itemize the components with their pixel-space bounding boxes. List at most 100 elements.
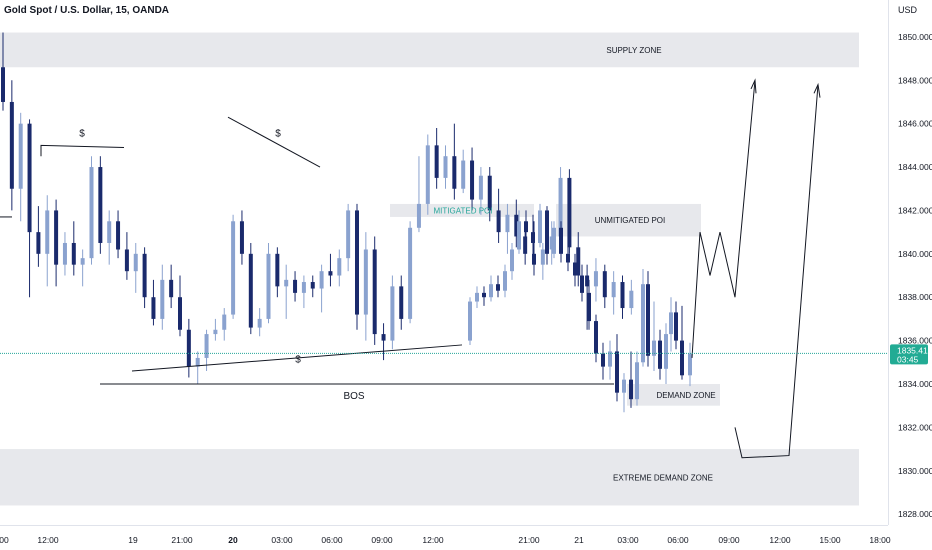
candle-body [664, 334, 668, 369]
candle-body [593, 271, 598, 287]
projection-arrow-1 [691, 80, 756, 358]
x-tick-label: 21 [574, 535, 584, 545]
candle-body [204, 334, 209, 358]
candle-body [36, 232, 41, 254]
candle-body [567, 177, 572, 248]
candle-body [531, 232, 535, 243]
zone-label: UNMITIGATED POI [595, 216, 666, 225]
candle-body [434, 145, 439, 178]
candle-body [545, 210, 549, 254]
candle-body [482, 292, 486, 298]
candle-body [9, 101, 14, 189]
y-tick-label: 1828.000 [898, 509, 932, 519]
candle-body [222, 314, 227, 330]
x-tick-label: 00 [0, 535, 9, 545]
candle-body [680, 340, 684, 376]
x-tick-label: 15:00 [819, 535, 841, 545]
candle-body [552, 227, 556, 254]
candle-body [151, 297, 156, 319]
candle-body [266, 253, 271, 319]
candle-body [372, 249, 377, 335]
time-axis[interactable]: 00 12:00 19 21:00 20 03:00 06:00 09:00 12:00 21:0… [0, 535, 891, 545]
candle-body [496, 284, 500, 291]
y-tick-label: 1836.000 [898, 336, 932, 346]
candle-body [195, 357, 200, 367]
candle-body [98, 167, 103, 243]
candle-body [622, 379, 626, 393]
candle-body [186, 329, 191, 367]
x-tick-label: 21:00 [518, 535, 540, 545]
candle-body [416, 203, 421, 228]
annotation-label: $ [275, 129, 281, 140]
candle-body [45, 210, 50, 254]
candle-body [443, 156, 448, 178]
x-tick-label: 03:00 [271, 535, 293, 545]
currency-label: USD [898, 5, 918, 15]
price-badge-box [890, 344, 928, 365]
candle-body [319, 271, 324, 289]
candle-body [517, 221, 521, 250]
arrow-head-2 [813, 82, 821, 98]
last-price-text: 1835.410 [897, 345, 932, 355]
candle-body [470, 160, 475, 200]
candle-body [652, 340, 656, 356]
candle-body [275, 253, 280, 287]
candle-body [573, 262, 577, 276]
candle-body [514, 214, 519, 237]
y-tick-label: 1842.000 [898, 205, 932, 215]
annotation-label: $ [79, 129, 85, 140]
candle-body [629, 379, 633, 400]
candle-body [142, 253, 147, 298]
candle-body [54, 210, 59, 265]
candle-body [669, 312, 673, 335]
candle-body [503, 271, 507, 291]
candle-body [487, 175, 492, 211]
candle-body [408, 227, 413, 319]
candle-body [615, 351, 619, 393]
candle-body [532, 253, 536, 265]
candle-body [231, 221, 236, 315]
x-tick-label: 21:00 [171, 535, 193, 545]
candle-body [107, 221, 112, 243]
candle-body [566, 253, 570, 263]
x-tick-label: 12:00 [769, 535, 791, 545]
x-tick-label: 03:00 [617, 535, 639, 545]
candle-body [452, 156, 457, 189]
y-tick-label: 1838.000 [898, 292, 932, 302]
x-tick-label: 06:00 [321, 535, 343, 545]
candle-body [248, 253, 253, 328]
x-tick-label: 20 [228, 535, 238, 545]
y-tick-label: 1848.000 [898, 75, 932, 85]
candle-body [346, 210, 351, 259]
candle-body [425, 145, 430, 204]
candle-body [178, 297, 182, 330]
zone-label: EXTREME DEMAND ZONE [613, 473, 713, 482]
candle-body [468, 301, 472, 341]
candles-layer [1, 32, 692, 413]
candle-body [523, 236, 528, 254]
candle-body [559, 227, 563, 254]
candle-body [301, 282, 306, 293]
annotation-label: BOS [343, 391, 364, 402]
x-tick-label: 19 [128, 535, 138, 545]
liquidity-line-1 [40, 144, 125, 157]
candle-body [594, 321, 598, 354]
candle-body [62, 242, 67, 265]
candle-body [337, 258, 342, 276]
candle-body [478, 175, 483, 200]
y-tick-label: 1840.000 [898, 249, 932, 259]
symbol-title: Gold Spot / U.S. Dollar, 15, OANDA [4, 5, 170, 16]
candle-body [524, 221, 528, 233]
annotation-label: $ [295, 354, 301, 365]
candle-body [257, 318, 262, 328]
price-axis[interactable]: 1828.000 1830.000 1832.000 1834.000 1836.000… [898, 32, 932, 519]
y-tick-label: 1846.000 [898, 119, 932, 129]
candle-body [89, 167, 94, 259]
zone-demand-zone [627, 383, 720, 406]
candle-body [641, 284, 645, 363]
candle-body [658, 340, 662, 369]
candle-body [576, 247, 581, 276]
candle-body [80, 258, 85, 265]
